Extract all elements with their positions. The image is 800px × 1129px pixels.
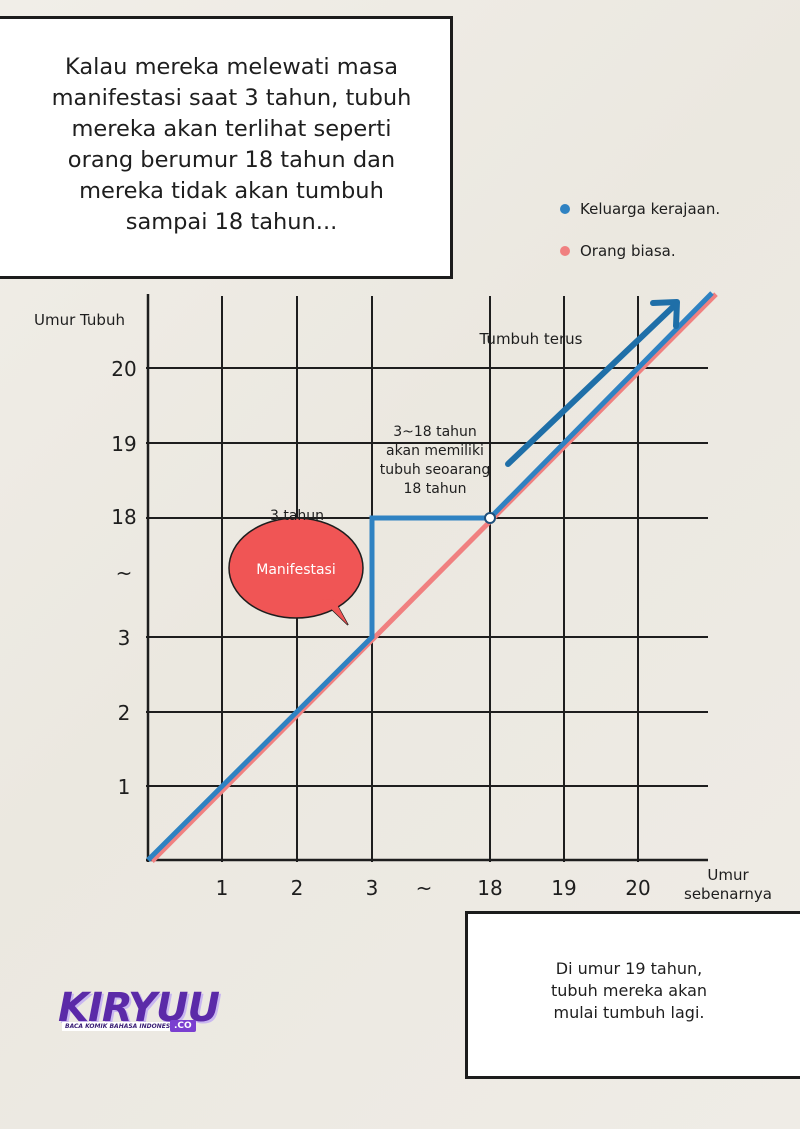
chart-legend: Keluarga kerajaan. Orang biasa. [560, 200, 720, 260]
x-tick-label: 3 [366, 876, 379, 900]
y-tick-label: 18 [111, 505, 136, 529]
legend-label: Keluarga kerajaan. [580, 200, 720, 218]
caption-top-text: Kalau mereka melewati masa manifestasi s… [51, 53, 412, 235]
range-note-line: 18 tahun [404, 481, 467, 497]
y-tick-label: 20 [111, 357, 136, 381]
x-axis-label-line: Umur [707, 866, 749, 884]
caption-bottom-text: Di umur 19 tahun, tubuh mereka akan mula… [550, 959, 708, 1022]
range-note-line: tubuh seoarang [380, 462, 491, 478]
y-tick-label: 3 [118, 626, 131, 650]
range-note-line: akan memiliki [386, 443, 484, 459]
y-axis-label: Umur Tubuh [34, 311, 125, 329]
y-tick-label: ~ [116, 561, 133, 585]
annotation-range-note: 3~18 tahun akan memiliki tubuh seoarang 18 … [380, 424, 491, 497]
logo-suffix: .CO [170, 1020, 196, 1032]
legend-swatch [560, 246, 570, 256]
chart-series [146, 291, 718, 863]
x-tick-label: 20 [625, 876, 650, 900]
legend-label: Orang biasa. [580, 242, 676, 260]
range-note-line: 3~18 tahun [393, 424, 477, 440]
x-axis-label-line: sebenarnya [684, 885, 772, 903]
series-line [150, 292, 718, 863]
chart-axes [146, 294, 708, 862]
x-tick-label: ~ [416, 876, 433, 900]
x-tick-label: 18 [477, 876, 502, 900]
y-tick-labels: 1 2 3 ~18 19 20 [111, 357, 136, 799]
growth-arrow [505, 299, 680, 467]
manifest-bubble: Manifestasi [228, 517, 364, 626]
legend-swatch [560, 204, 570, 214]
x-tick-label: 1 [216, 876, 229, 900]
kiryuu-logo: KIRYUU BACA KOMIK BAHASA INDONESIA .CO [58, 984, 220, 1040]
annotation-keep-growing: Tumbuh terus [479, 330, 583, 348]
logo-tagline: BACA KOMIK BAHASA INDONESIA [62, 1022, 181, 1031]
caption-box-top: Kalau mereka melewati masa manifestasi s… [0, 16, 453, 279]
manifest-bubble-text: Manifestasi [256, 562, 336, 578]
annotation-three-years: 3 tahun [270, 508, 324, 524]
caption-box-bottom: Di umur 19 tahun, tubuh mereka akan mula… [465, 911, 800, 1079]
y-tick-label: 2 [118, 701, 131, 725]
x-axis-label: Umur sebenarnya [684, 866, 772, 903]
y-tick-label: 19 [111, 432, 136, 456]
y-tick-label: 1 [118, 775, 131, 799]
x-tick-label: 2 [291, 876, 304, 900]
series-point-marker [484, 512, 496, 524]
series-line [146, 291, 714, 862]
x-tick-labels: 1 2 3 ~18 19 20 [216, 876, 651, 900]
x-tick-label: 19 [551, 876, 576, 900]
